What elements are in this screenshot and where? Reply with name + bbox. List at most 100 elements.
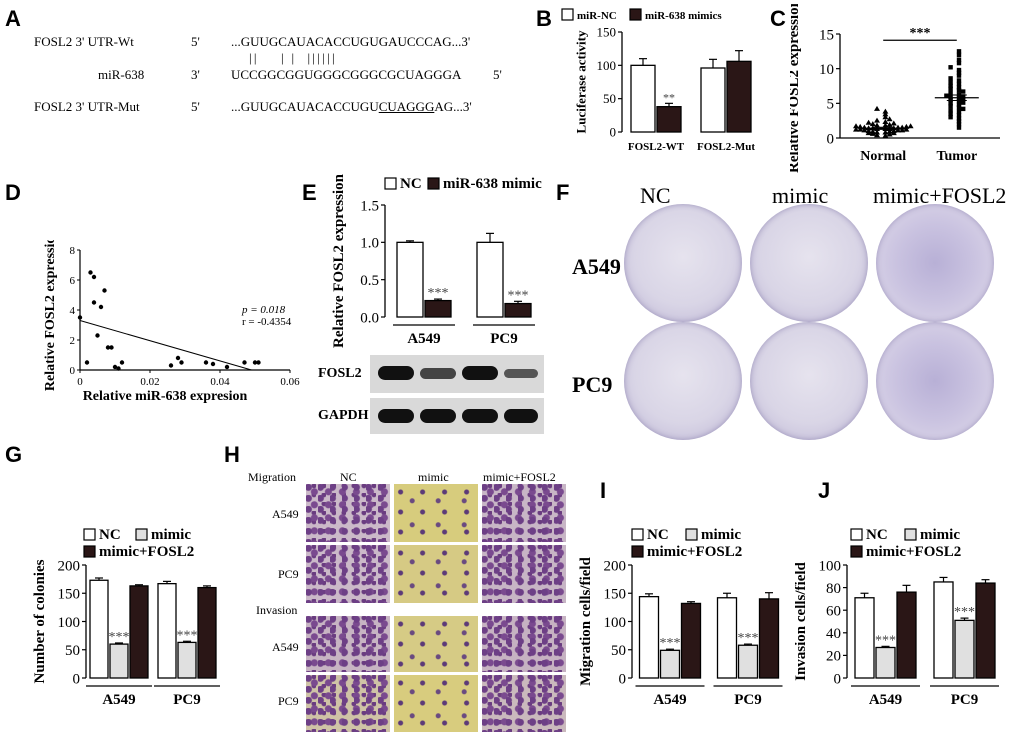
y-axis-label: Luciferase activity bbox=[574, 30, 589, 133]
bar bbox=[954, 619, 975, 679]
panel-label-g: G bbox=[5, 442, 23, 467]
bar bbox=[758, 598, 780, 679]
legend-label: NC bbox=[400, 176, 422, 192]
h-col-mimic: mimic bbox=[418, 470, 449, 484]
data-point bbox=[961, 106, 966, 112]
y-tick-label: 0.5 bbox=[360, 273, 379, 289]
y-tick-label: 10 bbox=[819, 62, 834, 78]
data-point bbox=[956, 116, 962, 121]
legend-swatch bbox=[561, 8, 574, 21]
y-tick-label: 200 bbox=[604, 558, 627, 574]
data-point bbox=[252, 360, 258, 365]
x-tick-label: PC9 bbox=[951, 692, 979, 708]
trend-line bbox=[79, 320, 252, 371]
significance-label: *** bbox=[738, 631, 759, 646]
y-tick-label: 0 bbox=[834, 671, 842, 687]
y-axis-label: Relative FOSL2 expression bbox=[43, 240, 58, 391]
seq-name-mir: miR-638 bbox=[98, 67, 145, 82]
micrograph-image bbox=[306, 616, 390, 672]
y-tick-label: 0.0 bbox=[360, 310, 379, 326]
legend-swatch bbox=[83, 545, 96, 558]
data-point bbox=[210, 361, 216, 367]
seq-mir: UCCGGCGGUGGGCGGGCGCUAGGGA bbox=[231, 67, 462, 82]
blot-fosl2 bbox=[370, 355, 544, 393]
colony-dish bbox=[624, 322, 742, 440]
data-point bbox=[874, 117, 880, 123]
chart-g: 0 50 100 150 200 Number of colonies *** A549 ***… bbox=[32, 527, 220, 708]
data-point bbox=[886, 128, 893, 134]
data-point bbox=[882, 132, 889, 138]
p-value: p = 0.018 bbox=[242, 304, 286, 316]
legend-swatch bbox=[685, 528, 698, 541]
y-tick-label: 150 bbox=[58, 587, 81, 603]
data-point bbox=[890, 120, 897, 126]
data-point bbox=[203, 360, 209, 365]
seq-wt: ...GUUGCAUACACCUGUGAUCCCAG...3' bbox=[231, 34, 471, 49]
data-point bbox=[948, 103, 953, 109]
bar bbox=[157, 582, 177, 679]
y-tick-label: 50 bbox=[611, 643, 626, 659]
data-point bbox=[882, 129, 889, 135]
data-point bbox=[956, 49, 962, 54]
bar bbox=[656, 106, 682, 133]
data-point bbox=[95, 333, 100, 338]
x-axis-label: Relative miR-638 expresion bbox=[83, 389, 248, 404]
x-tick-label: A549 bbox=[869, 692, 902, 708]
significance-label: *** bbox=[508, 288, 529, 303]
data-point bbox=[77, 315, 83, 320]
data-point bbox=[956, 92, 962, 97]
significance-label: *** bbox=[109, 630, 130, 645]
seq-pairing: || | | |||||| bbox=[249, 50, 337, 65]
legend-swatch bbox=[83, 528, 96, 541]
legend-swatch bbox=[629, 8, 642, 21]
y-axis-label: Relative FOSL2 expression bbox=[331, 173, 347, 348]
y-tick-label: 0 bbox=[73, 671, 81, 687]
colony-dish bbox=[624, 204, 742, 322]
data-point bbox=[105, 345, 111, 350]
y-tick-label: 40 bbox=[826, 626, 841, 642]
data-point bbox=[874, 105, 880, 111]
bar bbox=[476, 241, 504, 318]
data-point bbox=[109, 345, 114, 350]
data-point bbox=[956, 60, 962, 66]
data-point bbox=[242, 360, 247, 365]
bar bbox=[129, 585, 149, 679]
f-col-nc: NC bbox=[640, 183, 671, 208]
y-tick-label: 1.5 bbox=[360, 198, 379, 214]
data-point bbox=[179, 360, 184, 365]
legend-label: mimic+FOSL2 bbox=[99, 544, 194, 560]
x-tick-label: A549 bbox=[407, 331, 440, 347]
bar bbox=[89, 579, 109, 679]
h-row-pc9: PC9 bbox=[278, 567, 299, 581]
micrograph-image bbox=[482, 545, 566, 603]
data-point bbox=[948, 83, 953, 89]
legend-label: NC bbox=[866, 527, 888, 543]
legend-label: miR-638 mimic bbox=[443, 176, 542, 192]
data-point bbox=[956, 87, 962, 93]
data-point bbox=[956, 105, 962, 110]
y-tick-label: 0 bbox=[827, 131, 835, 147]
data-point bbox=[890, 128, 897, 134]
chart-j: 0 20 40 60 80 100 Invasion cells/field *** A549 *… bbox=[795, 527, 999, 708]
data-point bbox=[224, 364, 230, 370]
data-point bbox=[853, 126, 859, 132]
legend-swatch bbox=[631, 528, 644, 541]
data-point bbox=[865, 119, 872, 125]
legend-label: mimic+FOSL2 bbox=[866, 544, 961, 560]
data-point bbox=[956, 73, 962, 78]
data-point bbox=[256, 360, 261, 365]
legend-swatch bbox=[631, 545, 644, 558]
micrograph-image bbox=[394, 675, 478, 732]
x-tick-label: A549 bbox=[102, 692, 135, 708]
data-point bbox=[91, 300, 97, 305]
micrograph-image bbox=[394, 484, 478, 542]
f-row-pc9: PC9 bbox=[572, 372, 613, 397]
chart-b: 0 50 100 150 Luciferase activity ** FOSL2-WT FO… bbox=[561, 8, 755, 153]
data-point bbox=[944, 93, 949, 98]
data-point bbox=[869, 128, 876, 134]
significance-label: *** bbox=[954, 605, 975, 620]
data-point bbox=[84, 360, 90, 365]
data-point bbox=[948, 80, 953, 85]
significance-label: *** bbox=[660, 636, 681, 651]
x-tick-label: FOSL2-WT bbox=[628, 141, 685, 153]
